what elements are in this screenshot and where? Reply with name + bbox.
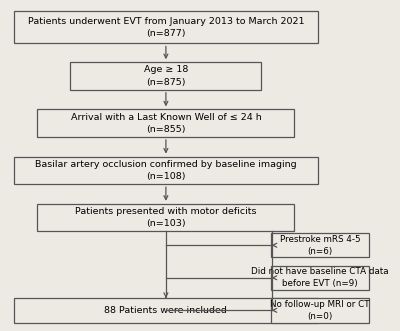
FancyBboxPatch shape [272,298,369,322]
Text: No follow-up MRI or CT
(n=0): No follow-up MRI or CT (n=0) [270,300,370,321]
Text: Basilar artery occlusion confirmed by baseline imaging
(n=108): Basilar artery occlusion confirmed by ba… [35,160,297,181]
FancyBboxPatch shape [272,265,369,290]
FancyBboxPatch shape [37,109,294,137]
FancyBboxPatch shape [37,204,294,231]
Text: Patients underwent EVT from January 2013 to March 2021
(n=877): Patients underwent EVT from January 2013… [28,17,304,38]
Text: 88 Patients were included: 88 Patients were included [104,306,227,315]
FancyBboxPatch shape [14,11,318,43]
Text: Prestroke mRS 4-5
(n=6): Prestroke mRS 4-5 (n=6) [280,235,360,256]
FancyBboxPatch shape [14,298,318,322]
Text: Arrival with a Last Known Well of ≤ 24 h
(n=855): Arrival with a Last Known Well of ≤ 24 h… [70,113,261,134]
FancyBboxPatch shape [272,233,369,258]
FancyBboxPatch shape [70,62,261,90]
Text: Patients presented with motor deficits
(n=103): Patients presented with motor deficits (… [75,207,257,228]
Text: Did not have baseline CTA data
before EVT (n=9): Did not have baseline CTA data before EV… [251,267,389,288]
Text: Age ≥ 18
(n=875): Age ≥ 18 (n=875) [144,66,188,87]
FancyBboxPatch shape [14,157,318,184]
